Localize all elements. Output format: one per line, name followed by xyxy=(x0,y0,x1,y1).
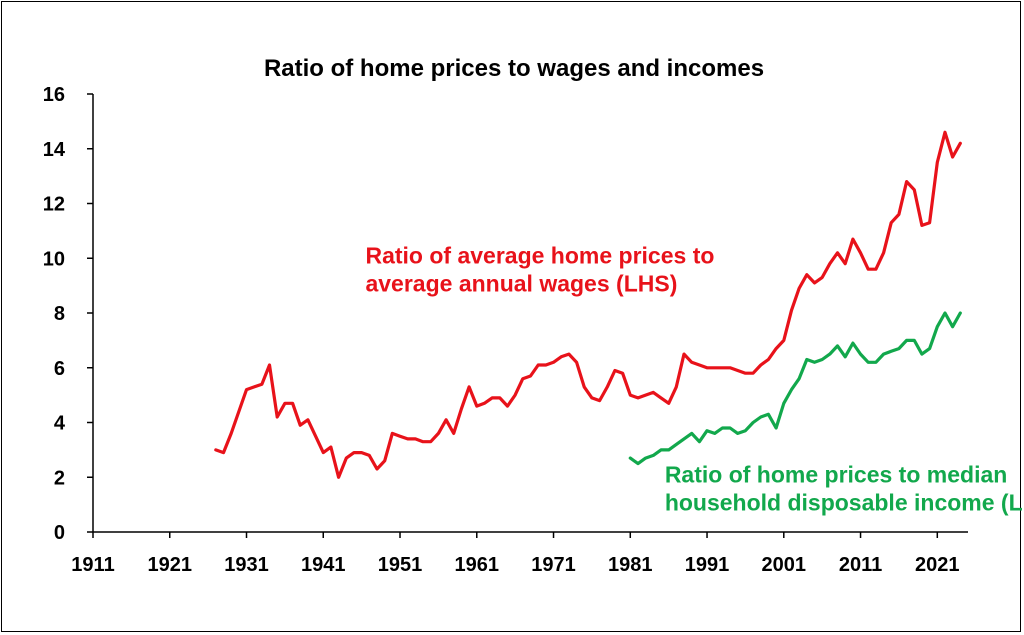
annotation-0-line-1: average annual wages (LHS) xyxy=(365,271,677,297)
y-tick-label: 0 xyxy=(54,522,65,544)
y-tick-label: 10 xyxy=(43,248,65,270)
x-tick-label: 1981 xyxy=(608,554,653,576)
series-layer xyxy=(214,130,962,479)
chart-title: Ratio of home prices to wages and income… xyxy=(264,55,764,82)
x-tick-label: 1921 xyxy=(148,554,193,576)
x-tick-label: 2001 xyxy=(762,554,807,576)
series-line-1 xyxy=(628,311,962,466)
annotation-0-line-0: Ratio of average home prices to xyxy=(365,243,714,269)
x-tick-label: 2021 xyxy=(915,554,960,576)
x-tick-label: 1961 xyxy=(455,554,500,576)
x-tick-label: 1971 xyxy=(531,554,576,576)
x-tick-label: 1951 xyxy=(378,554,423,576)
y-tick-label: 14 xyxy=(43,139,66,161)
y-tick-label: 8 xyxy=(54,303,65,325)
annotation-1-line-1: household disposable income (LHS) xyxy=(665,490,1024,516)
y-tick-label: 16 xyxy=(43,84,65,106)
x-tick-label: 1991 xyxy=(685,554,730,576)
x-tick-label: 1941 xyxy=(301,554,346,576)
y-tick-label: 4 xyxy=(54,413,66,435)
series-line-0 xyxy=(214,130,962,479)
x-tick-label: 1931 xyxy=(224,554,269,576)
axes: 0 2 4 6 8 10 12 14 16 1911 1921 1931 1941 1951 1961 197… xyxy=(43,84,968,576)
annotation-1-line-0: Ratio of home prices to median xyxy=(665,462,1008,488)
y-tick-label: 2 xyxy=(54,467,65,489)
y-tick-label: 12 xyxy=(43,194,65,216)
y-tick-label: 6 xyxy=(54,358,65,380)
x-tick-label: 2011 xyxy=(839,554,882,576)
x-tick-label: 1911 xyxy=(71,554,114,576)
